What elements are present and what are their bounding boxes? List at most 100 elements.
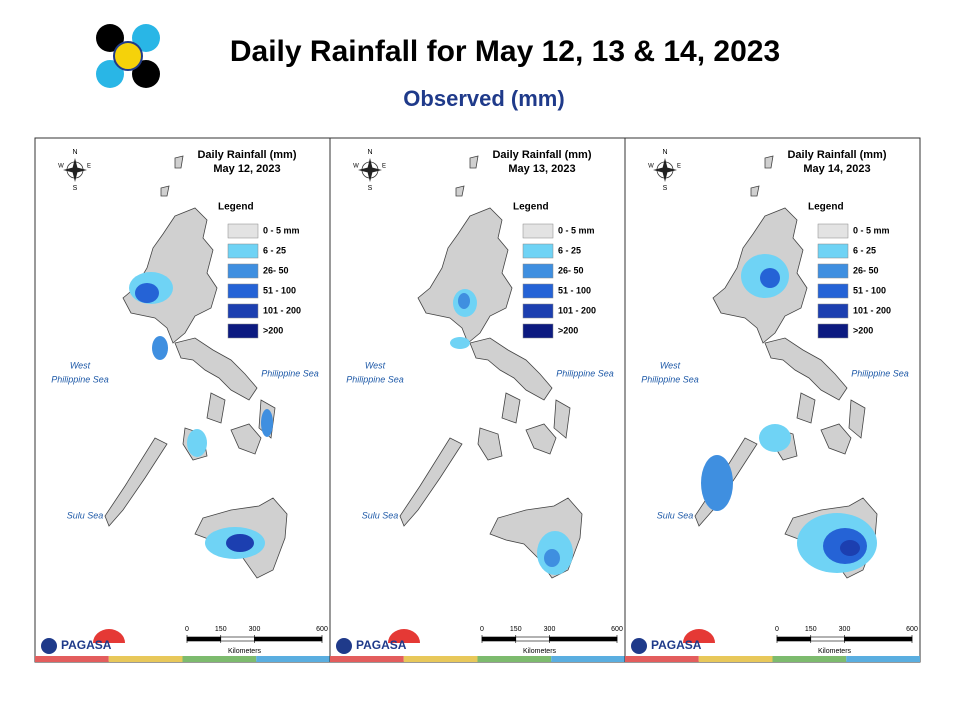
logo-umbrella [683,629,715,643]
legend-label: 51 - 100 [853,285,886,295]
legend-label: 101 - 200 [263,305,301,315]
legend-swatch [522,323,554,339]
logo-text: PAGASA [356,638,407,652]
scale-label: 150 [510,626,522,633]
scale-segment [254,636,323,642]
legend-swatch [227,303,259,319]
legend-swatch [817,263,849,279]
scale-label: 0 [185,626,189,633]
sea-label: West [365,360,386,370]
compass-w: W [353,164,359,170]
sea-label: Sulu Sea [657,510,694,520]
map-panel: Daily Rainfall (mm) May 12, 2023 Legend 0 -… [34,137,331,663]
legend-label: 0 - 5 mm [263,225,300,235]
legend-label: 0 - 5 mm [853,225,890,235]
legend-swatch [522,223,554,239]
legend-label: 6 - 25 [558,245,581,255]
footer-strip [35,656,109,662]
scale-unit: Kilometers [818,648,852,655]
map-heading: Daily Rainfall (mm) [492,149,591,161]
scale-segment [549,636,618,642]
compass-star [63,158,87,182]
compass-n: N [72,149,77,156]
map-heading: Daily Rainfall (mm) [787,149,886,161]
compass-s: S [73,185,78,192]
scale-segment [776,636,812,642]
legend-swatch [522,243,554,259]
compass-star [653,158,677,182]
footer-strip [625,656,699,662]
footer-strip [477,656,552,662]
scale-label: 0 [775,626,779,633]
footer-strip [256,656,330,662]
legend-label: >200 [263,325,283,335]
sea-label: Philippine Sea [556,368,614,378]
compass-s: S [663,185,668,192]
footer-strip [772,656,847,662]
legend-label: 51 - 100 [263,285,296,295]
legend-label: 51 - 100 [558,285,591,295]
legend-swatch [817,243,849,259]
legend-label: 26- 50 [853,265,879,275]
legend-label: 101 - 200 [558,305,596,315]
legend-title: Legend [218,202,254,213]
scale-segment [844,636,913,642]
sea-label: West [70,360,91,370]
legend-label: >200 [853,325,873,335]
legend-label: 26- 50 [263,265,289,275]
scale-segment [481,636,517,642]
legend-label: 0 - 5 mm [558,225,595,235]
footer-strip [330,656,404,662]
legend-label: 101 - 200 [853,305,891,315]
slide-title: Daily Rainfall for May 12, 13 & 14, 2023 [230,35,780,68]
logo-umbrella [388,629,420,643]
sea-label: Philippine Sea [346,374,404,384]
rain-area [129,272,273,559]
rain-area [450,289,573,575]
legend-swatch [227,223,259,239]
compass-e: E [382,164,386,170]
compass-w: W [648,164,654,170]
scale-label: 600 [906,626,918,633]
scale-unit: Kilometers [523,648,557,655]
sea-label: Sulu Sea [362,510,399,520]
legend-swatch [817,323,849,339]
compass-n: N [367,149,372,156]
map-date: May 12, 2023 [213,163,280,175]
scale-label: 150 [215,626,227,633]
legend-swatch [227,263,259,279]
map-date: May 14, 2023 [803,163,870,175]
agency-logo [96,24,160,88]
legend-swatch [227,243,259,259]
logo-text: PAGASA [61,638,112,652]
legend-title: Legend [513,202,549,213]
scale-segment [515,636,550,642]
legend-swatch [817,303,849,319]
footer-strip [846,656,920,662]
scale-label: 600 [611,626,623,633]
rain-area [701,254,877,573]
logo-text: PAGASA [651,638,702,652]
legend-title: Legend [808,202,844,213]
logo-mark [336,638,352,654]
scale-label: 600 [316,626,328,633]
legend-swatch [817,223,849,239]
compass-e: E [677,164,681,170]
sea-label: Philippine Sea [851,368,909,378]
footer-strip [108,656,183,662]
sea-label: West [660,360,681,370]
sea-label: Philippine Sea [261,368,319,378]
scale-label: 300 [544,626,556,633]
scale-label: 150 [805,626,817,633]
footer-strip [551,656,625,662]
footer-strip [403,656,478,662]
legend-swatch [227,323,259,339]
sea-label: Philippine Sea [51,374,109,384]
scale-label: 0 [480,626,484,633]
legend-label: >200 [558,325,578,335]
legend-label: 26- 50 [558,265,584,275]
compass-w: W [58,164,64,170]
legend-swatch [522,283,554,299]
map-panel: Daily Rainfall (mm) May 13, 2023 Legend 0 -… [329,137,626,663]
